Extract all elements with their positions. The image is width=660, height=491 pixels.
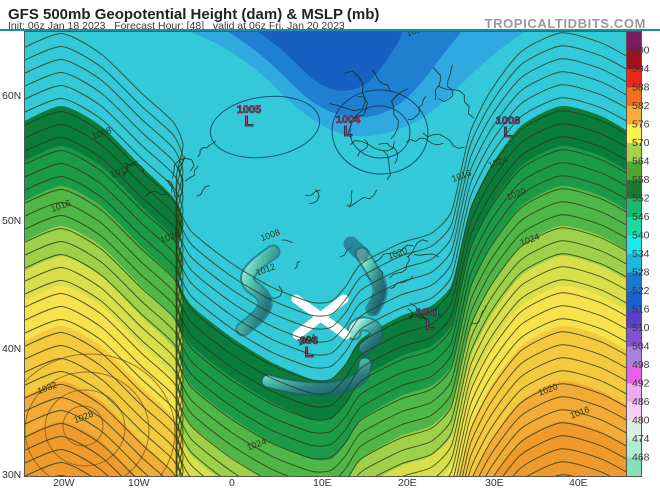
svg-text:558: 558	[632, 174, 650, 186]
svg-text:564: 564	[632, 156, 650, 168]
svg-text:480: 480	[632, 415, 650, 427]
svg-text:522: 522	[632, 285, 650, 297]
svg-text:L: L	[503, 124, 512, 141]
svg-text:486: 486	[632, 396, 650, 408]
svg-text:528: 528	[632, 267, 650, 279]
svg-text:474: 474	[632, 433, 650, 445]
svg-text:504: 504	[632, 341, 650, 353]
svg-text:594: 594	[632, 63, 650, 75]
svg-text:L: L	[343, 123, 352, 140]
svg-text:546: 546	[632, 211, 650, 223]
svg-text:468: 468	[632, 452, 650, 464]
svg-text:540: 540	[632, 230, 650, 242]
svg-text:510: 510	[632, 322, 650, 334]
svg-text:576: 576	[632, 119, 650, 131]
svg-text:600: 600	[632, 45, 650, 57]
svg-text:498: 498	[632, 359, 650, 371]
svg-text:582: 582	[632, 100, 650, 112]
svg-text:516: 516	[632, 304, 650, 316]
svg-text:L: L	[244, 113, 253, 130]
svg-text:570: 570	[632, 137, 650, 149]
svg-text:588: 588	[632, 82, 650, 94]
svg-text:534: 534	[632, 248, 650, 260]
svg-text:492: 492	[632, 378, 650, 390]
svg-text:552: 552	[632, 193, 650, 205]
